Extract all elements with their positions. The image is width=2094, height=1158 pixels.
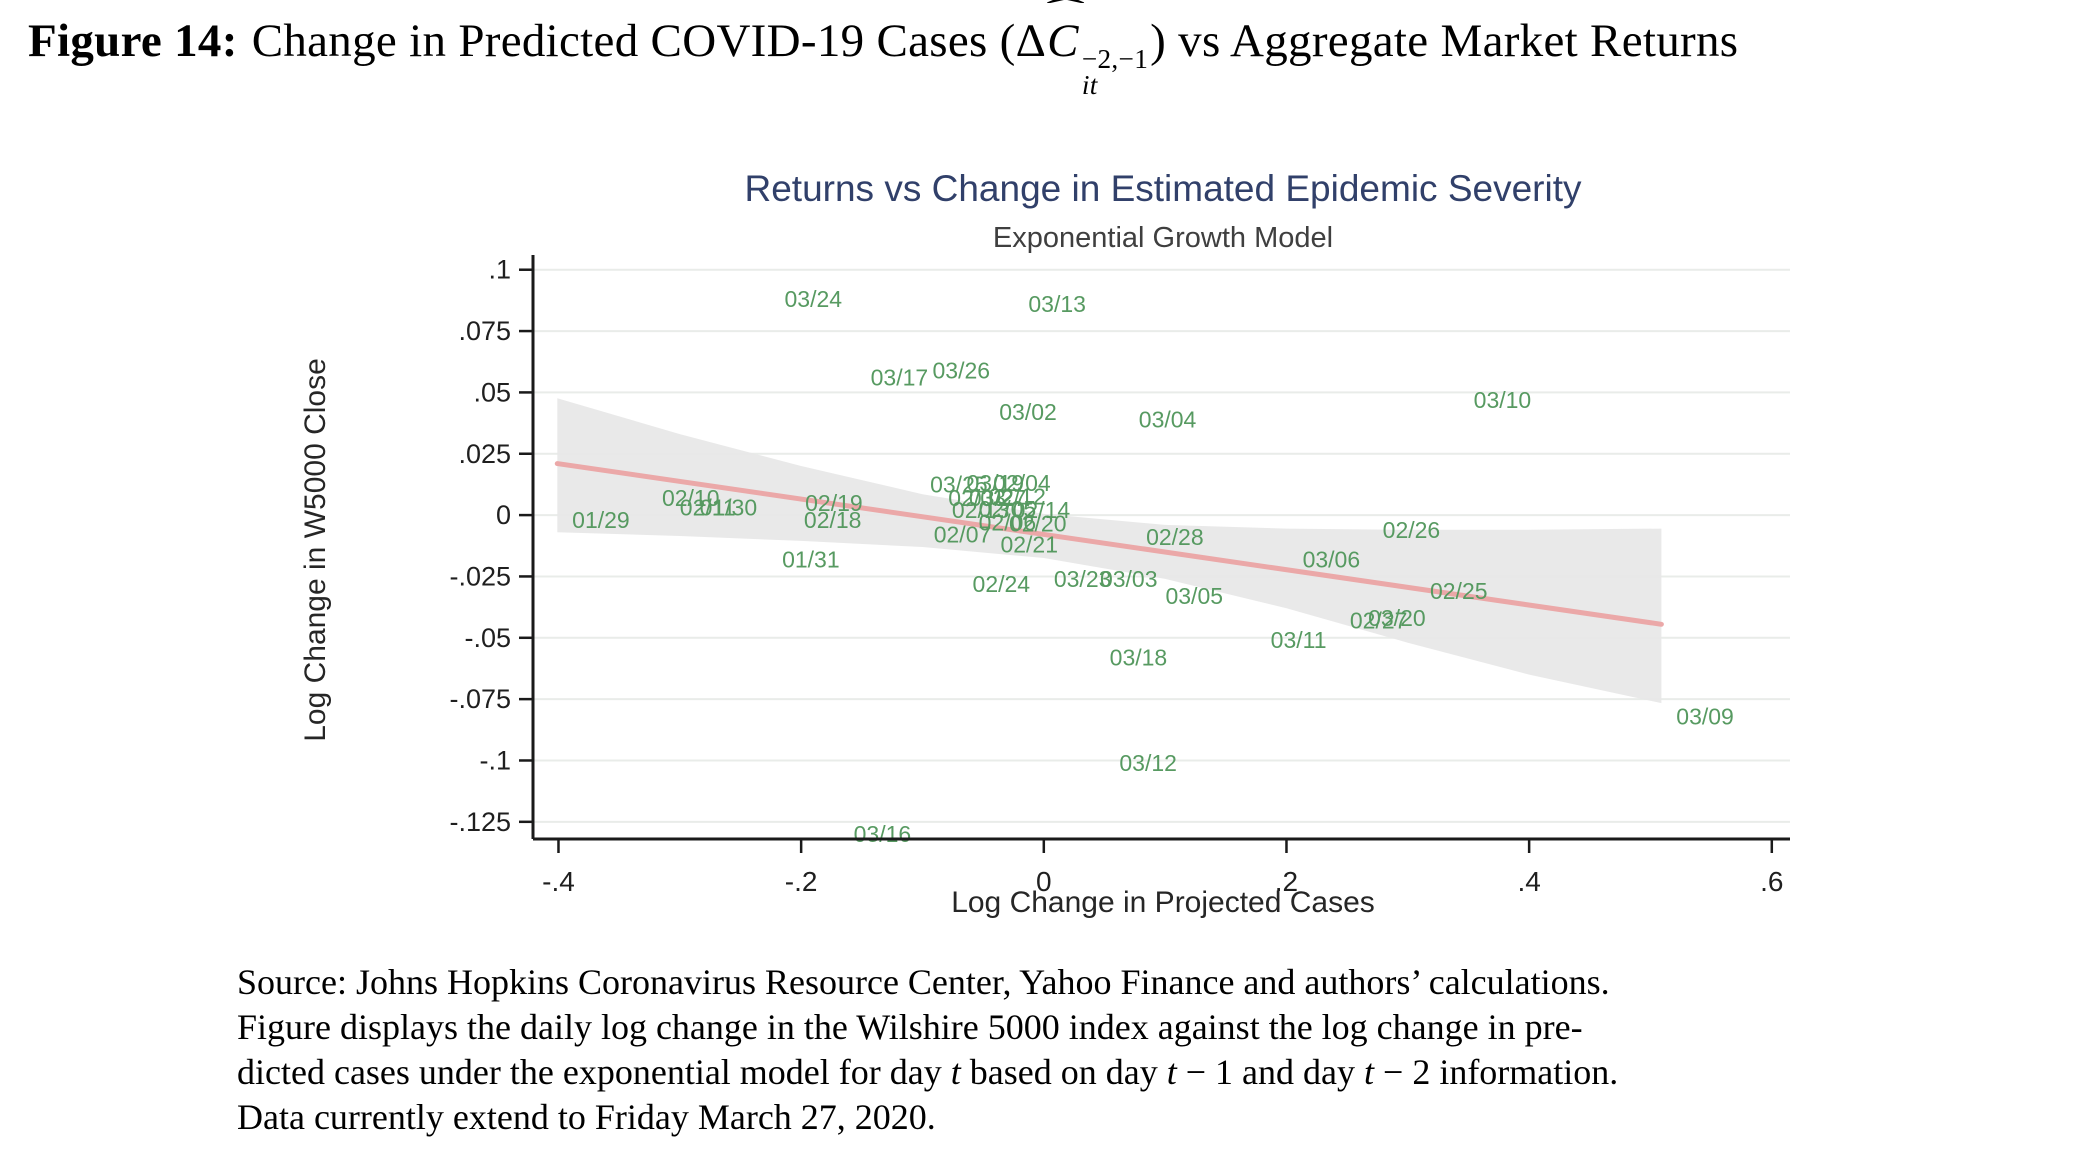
note-text: Data currently extend to Friday March 27… <box>237 1097 936 1137</box>
date-label: 03/12 <box>1119 750 1177 776</box>
note-text: dicted cases under the exponential model… <box>237 1052 951 1092</box>
date-label: 03/05 <box>1165 583 1223 609</box>
date-label: 03/23 <box>1054 566 1112 592</box>
note-text: based on day <box>960 1052 1167 1092</box>
date-label: 03/27 <box>969 485 1027 511</box>
chart-area: Returns vs Change in Estimated Epidemic … <box>0 110 2094 960</box>
date-label: 02/18 <box>804 507 862 533</box>
date-label: 01/29 <box>572 507 630 533</box>
date-label: 02/28 <box>1146 524 1204 550</box>
y-tick-label: .025 <box>458 439 511 469</box>
date-label: 03/24 <box>784 286 842 312</box>
date-label: 03/02 <box>999 399 1057 425</box>
x-axis-title: Log Change in Projected Cases <box>951 886 1375 919</box>
date-label: 02/07 <box>934 522 992 548</box>
math-scripts: −2,−1 it <box>1081 44 1149 101</box>
y-tick-label: -.05 <box>464 623 511 653</box>
chart-subtitle: Exponential Growth Model <box>992 222 1334 254</box>
date-label: 03/20 <box>1368 605 1426 631</box>
y-tick-label: .075 <box>458 316 511 346</box>
math-variable: C <box>1047 15 1079 67</box>
date-label: 02/12 <box>988 484 1046 510</box>
date-label: 03/09 <box>1676 703 1734 729</box>
date-label: 01/30 <box>700 495 758 521</box>
date-label: 03/13 <box>1028 291 1086 317</box>
note-math-var: t <box>1166 1052 1177 1092</box>
figure-caption: Figure 14: Change in Predicted COVID-19 C… <box>28 0 2078 101</box>
date-label: 03/16 <box>854 821 912 847</box>
x-tick-label: -.2 <box>785 866 818 897</box>
note-text: Source: Johns Hopkins Coronavirus Resour… <box>237 962 1610 1002</box>
figure-caption-text-pre: Change in Predicted COVID-19 Cases (Δ <box>251 15 1047 67</box>
date-label: 03/26 <box>933 357 991 383</box>
note-text: Figure displays the daily log change in … <box>237 1007 1583 1047</box>
x-tick-label: .4 <box>1517 866 1540 897</box>
y-tick-label: .05 <box>473 377 511 407</box>
hat-accent: ˆ <box>1045 0 1086 33</box>
x-tick-label: -.4 <box>542 866 575 897</box>
date-label: 03/06 <box>1303 546 1361 572</box>
date-label: 02/05 <box>979 496 1037 522</box>
date-label: 02/24 <box>973 571 1031 597</box>
date-label: 02/25 <box>1430 578 1488 604</box>
date-label: 02/20 <box>1009 511 1067 537</box>
date-label: 03/19 <box>966 470 1024 496</box>
date-label: 03/03 <box>1100 566 1158 592</box>
confidence-band <box>557 398 1662 704</box>
source-note-line: Source: Johns Hopkins Coronavirus Resour… <box>237 960 1957 1005</box>
date-label: 02/10 <box>662 485 720 511</box>
y-tick-label: -.075 <box>449 684 511 714</box>
date-label: 02/14 <box>1013 497 1071 523</box>
date-label: 03/11 <box>1271 627 1327 653</box>
date-label: 03/17 <box>871 365 929 391</box>
date-label: 02/27 <box>1350 608 1408 634</box>
date-label: 02/04 <box>993 470 1051 496</box>
date-label: 02/11 <box>680 495 736 521</box>
x-tick-label: 0 <box>1036 866 1052 897</box>
figure-caption-text-post: ) vs Aggregate Market Returns <box>1150 15 1739 67</box>
note-text: − 2 information. <box>1374 1052 1619 1092</box>
note-text: − 1 and day <box>1176 1052 1364 1092</box>
date-label: 02/21 <box>1000 532 1058 558</box>
y-tick-label: -.025 <box>449 561 511 591</box>
y-tick-label: -.1 <box>479 745 511 775</box>
chart-title: Returns vs Change in Estimated Epidemic … <box>744 168 1582 209</box>
y-tick-label: .1 <box>488 255 511 285</box>
date-label: 02/13 <box>952 497 1010 523</box>
date-label: 01/31 <box>782 546 840 572</box>
date-label: 02/19 <box>805 490 863 516</box>
trend-line <box>554 461 1664 627</box>
source-note-line: Data currently extend to Friday March 27… <box>237 1095 1957 1140</box>
note-math-var: t <box>950 1052 961 1092</box>
math-subscript: it <box>1081 70 1098 101</box>
source-note-line: dicted cases under the exponential model… <box>237 1050 1957 1095</box>
figure-number: Figure 14: <box>28 15 238 67</box>
date-label: 02/06 <box>979 509 1037 535</box>
scatter-plot: 01/29 01/30 01/31 02/0302/0402/0502/0602/07… <box>449 255 1790 897</box>
note-math-var: t <box>1364 1052 1375 1092</box>
x-tick-label: .2 <box>1275 866 1298 897</box>
date-label: 03/25 <box>930 471 988 497</box>
y-tick-label: 0 <box>496 500 511 530</box>
y-tick-label: -.125 <box>449 807 511 837</box>
date-label: 03/04 <box>1139 406 1197 432</box>
source-note: Source: Johns Hopkins Coronavirus Resour… <box>237 960 1957 1140</box>
x-tick-label: .6 <box>1760 866 1783 897</box>
date-label: 03/10 <box>1474 387 1532 413</box>
source-note-line: Figure displays the daily log change in … <box>237 1005 1957 1050</box>
math-superscript: −2,−1 <box>1081 44 1149 75</box>
date-label: 03/18 <box>1110 644 1168 670</box>
date-label: 02/26 <box>1383 517 1441 543</box>
date-label: 02/03 <box>948 485 1006 511</box>
